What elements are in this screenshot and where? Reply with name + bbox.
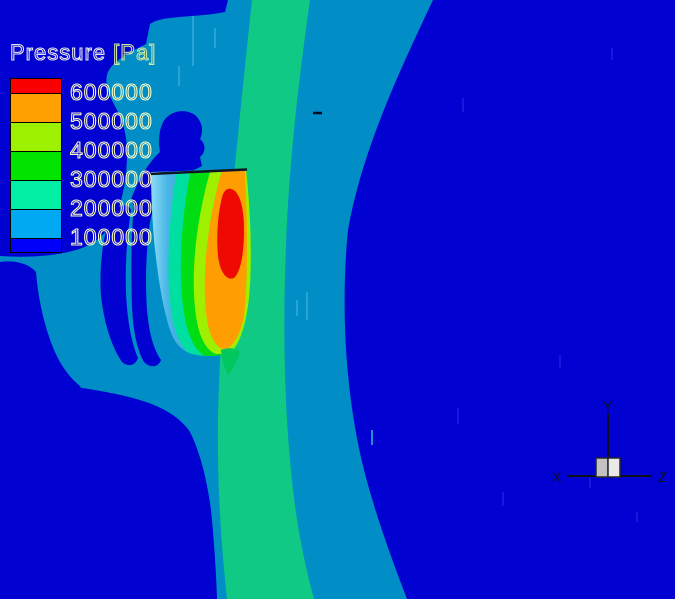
legend-title-main: Pressure bbox=[9, 39, 107, 65]
axis-label-x: X bbox=[552, 469, 562, 485]
legend-title: Pressure [Pa] bbox=[9, 39, 210, 66]
contour-region-dark-leftedge bbox=[0, 261, 84, 398]
legend-label: 300000 bbox=[69, 166, 153, 192]
legend-label: 600000 bbox=[69, 79, 153, 105]
colorbar-band-yellowgreen bbox=[11, 122, 61, 151]
contour-region-green-stripe bbox=[217, 0, 314, 599]
legend-label: 100000 bbox=[69, 224, 153, 250]
axis-triad: X Y Z bbox=[552, 398, 667, 485]
colorbar-band-skyblue bbox=[11, 209, 61, 238]
axis-origin-cube-left bbox=[595, 457, 609, 478]
contour-region-dark-bottomleft bbox=[0, 380, 217, 599]
colorbar-band-orange bbox=[11, 93, 61, 122]
contour-drip-green bbox=[221, 348, 240, 375]
mesh-streaks-dark bbox=[457, 48, 638, 522]
blade-surface bbox=[148, 168, 251, 357]
blade-band-red-peak bbox=[217, 188, 244, 279]
axis-origin-cube-right bbox=[607, 457, 621, 478]
axis-label-z: Z bbox=[658, 469, 667, 485]
colorbar-band-blue bbox=[11, 238, 61, 252]
colorbar-band-mint bbox=[11, 180, 61, 209]
colorbar-band-green bbox=[11, 151, 61, 180]
legend-label: 200000 bbox=[69, 195, 153, 221]
legend-label: 400000 bbox=[69, 137, 153, 163]
legend-colorbar bbox=[10, 78, 62, 253]
legend-labels: 600000 500000 400000 300000 200000 10000… bbox=[69, 78, 200, 251]
legend-title-unit: [Pa] bbox=[113, 39, 157, 65]
colorbar-band-red bbox=[11, 79, 61, 93]
axis-label-y: Y bbox=[603, 398, 613, 414]
pressure-legend: Pressure [Pa] 600000 500000 400000 30000… bbox=[9, 39, 210, 253]
contour-region-dark-tongue bbox=[100, 205, 138, 366]
legend-label: 500000 bbox=[69, 108, 153, 134]
blade-tip-edge-line bbox=[148, 168, 248, 176]
